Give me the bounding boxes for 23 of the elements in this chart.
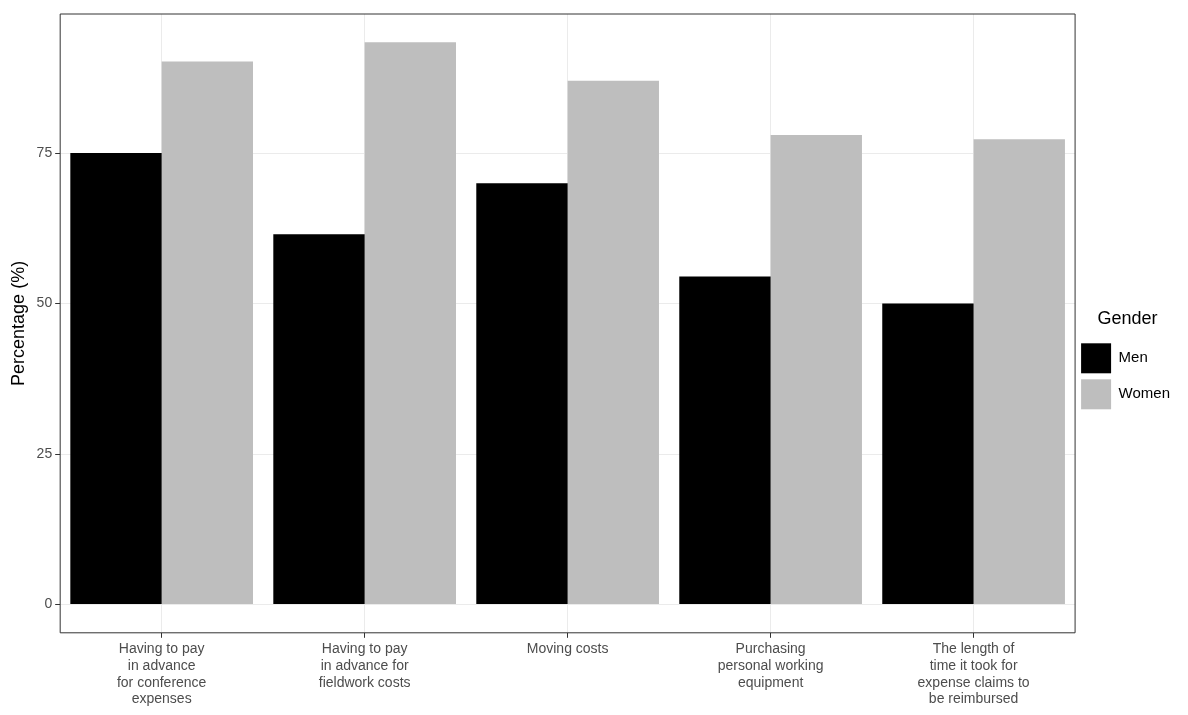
x-tick-label: Having to pay in advance for conference expenses — [116, 640, 207, 707]
x-tick-label: Having to pay in advance for fieldwork costs — [318, 640, 411, 690]
bar — [273, 234, 365, 605]
legend-label: Women — [1118, 384, 1171, 402]
bar — [770, 134, 862, 605]
x-tick-label: The length of time it took for expense claims to be reimbursed — [917, 640, 1030, 707]
y-axis-title: Percentage (%) — [7, 260, 28, 386]
x-tick-label: Moving costs — [526, 640, 609, 657]
y-tick-label: 75 — [36, 143, 53, 160]
bar — [70, 153, 162, 605]
x-tick-label: Purchasing personal working equipment — [717, 640, 824, 690]
bar — [476, 183, 568, 605]
bar — [882, 303, 974, 605]
y-tick-label: 50 — [36, 294, 53, 311]
legend-title: Gender — [1097, 307, 1158, 328]
legend-label: Men — [1118, 348, 1148, 366]
bar — [567, 80, 659, 605]
bar — [161, 61, 254, 605]
bar — [973, 139, 1065, 605]
y-tick-label: 25 — [36, 444, 53, 461]
bar — [364, 42, 456, 605]
bar — [679, 276, 771, 605]
y-tick-label: 0 — [44, 595, 53, 612]
